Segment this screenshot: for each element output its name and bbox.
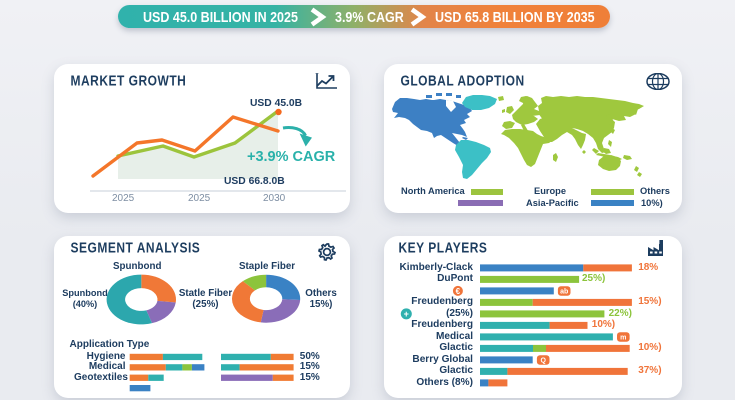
svg-text:m: m [620, 334, 626, 341]
svg-text:+: + [404, 309, 409, 319]
svg-text:ab: ab [560, 288, 568, 295]
svg-text:Q: Q [540, 357, 546, 364]
svg-text:€: € [456, 287, 461, 296]
